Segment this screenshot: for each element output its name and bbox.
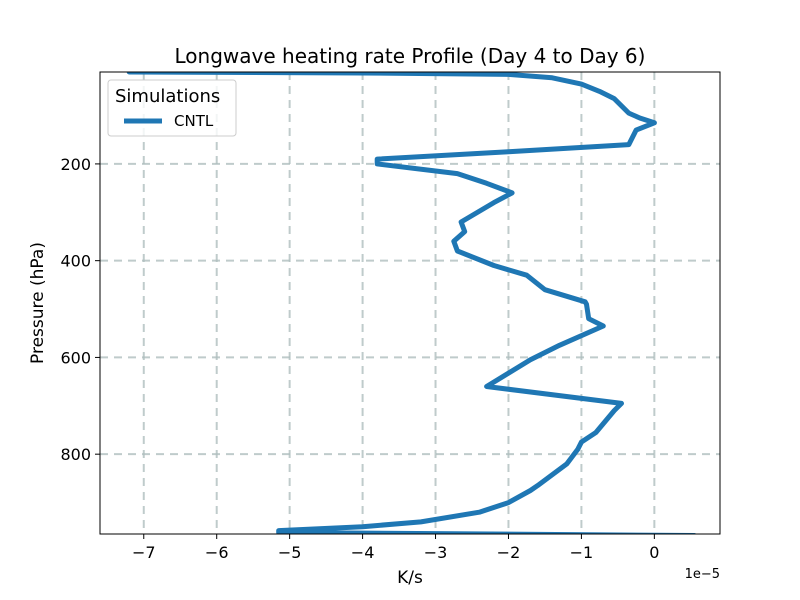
- legend: Simulations CNTL: [107, 79, 237, 137]
- x-axis-offset-label: 1e−5: [685, 567, 720, 582]
- y-axis-label: Pressure (hPa): [28, 242, 48, 364]
- series-line-cntl: [126, 72, 697, 534]
- x-tick-label: −4: [351, 543, 375, 562]
- x-tick-label: −3: [424, 543, 448, 562]
- legend-entry-cntl: CNTL: [174, 112, 214, 130]
- x-tick-label: 0: [649, 543, 659, 562]
- x-tick-label: −2: [497, 543, 521, 562]
- y-tick-label: 800: [60, 445, 91, 464]
- series-layer: [126, 72, 697, 534]
- y-tick-label: 600: [60, 348, 91, 367]
- grid: [100, 72, 720, 534]
- x-tick-label: −5: [278, 543, 302, 562]
- x-axis-label: K/s: [397, 568, 423, 588]
- legend-title: Simulations: [115, 86, 220, 107]
- y-tick-label: 400: [60, 252, 91, 271]
- x-tick-label: −7: [132, 543, 156, 562]
- plot-frame: [99, 71, 721, 535]
- x-tick-label: −6: [205, 543, 229, 562]
- chart-title: Longwave heating rate Profile (Day 4 to …: [175, 44, 646, 68]
- ticks: −7 −6 −5 −4 −3 −2 −1 0 200 400 600 800: [60, 155, 659, 562]
- x-tick-label: −1: [570, 543, 594, 562]
- y-tick-label: 200: [60, 155, 91, 174]
